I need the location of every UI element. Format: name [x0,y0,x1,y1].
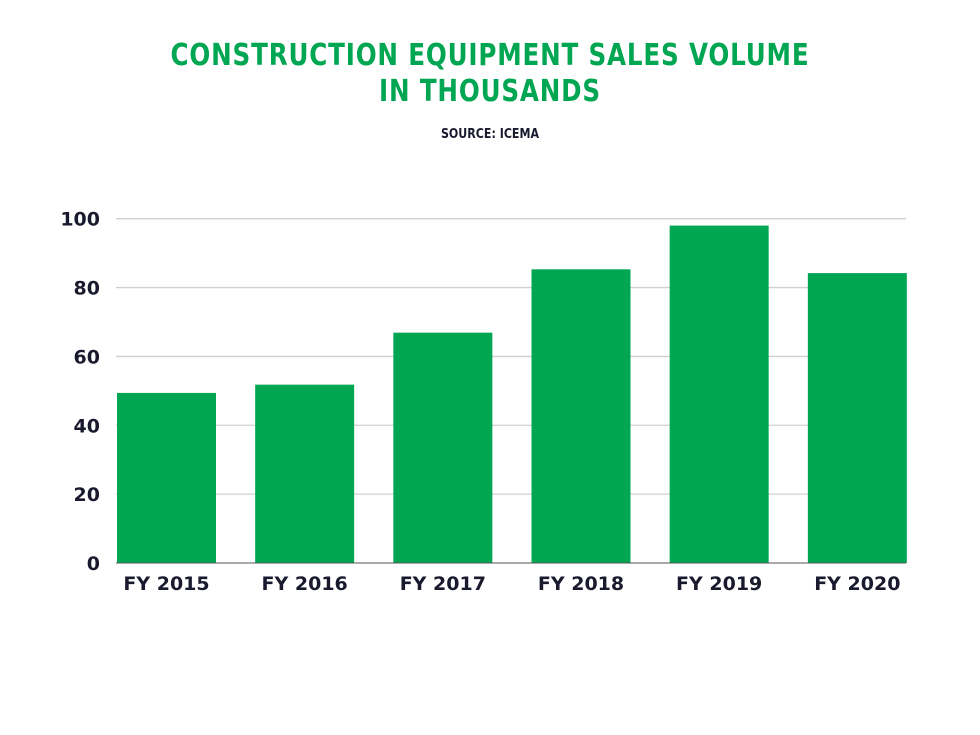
chart-title-line-2: IN THOUSANDS [379,74,601,109]
x-tick-label: FY 2018 [538,573,624,595]
y-tick-label: 60 [74,346,100,368]
x-tick-label: FY 2015 [123,573,209,595]
y-tick-label: 80 [74,278,100,300]
y-tick-label: 0 [87,553,100,575]
x-tick-label: FY 2017 [400,573,486,595]
bar [117,392,216,563]
bar [531,269,631,563]
bar [669,225,769,563]
x-tick-label: FY 2020 [814,573,900,595]
bar [393,332,493,563]
chart-title-line-1: CONSTRUCTION EQUIPMENT SALES VOLUME [170,38,810,73]
x-tick-label: FY 2016 [262,573,348,595]
y-tick-label: 100 [60,209,100,231]
bar [807,273,907,563]
bar [255,384,355,563]
chart-subtitle: SOURCE: ICEMA [440,127,540,142]
chart-title: CONSTRUCTION EQUIPMENT SALES VOLUME IN T… [88,38,892,110]
y-tick-label: 20 [74,484,100,506]
y-tick-label: 40 [74,415,100,437]
x-tick-label: FY 2019 [676,573,762,595]
